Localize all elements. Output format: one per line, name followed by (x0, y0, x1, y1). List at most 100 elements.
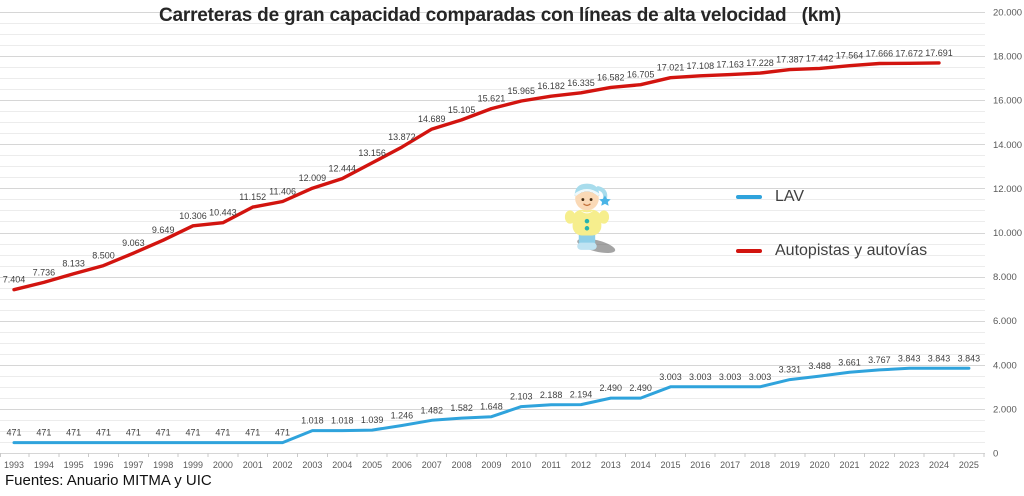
svg-text:4.000: 4.000 (993, 360, 1017, 371)
svg-text:12.000: 12.000 (993, 184, 1022, 195)
svg-text:8.133: 8.133 (62, 259, 85, 269)
svg-text:471: 471 (245, 428, 260, 438)
svg-text:7.736: 7.736 (33, 267, 56, 277)
toy-baby-figurine-image (564, 183, 616, 253)
svg-text:471: 471 (186, 428, 201, 438)
svg-text:17.228: 17.228 (746, 58, 774, 68)
svg-text:7.404: 7.404 (3, 275, 26, 285)
svg-text:17.564: 17.564 (836, 51, 864, 61)
svg-text:2.103: 2.103 (510, 392, 533, 402)
svg-text:18.000: 18.000 (993, 52, 1022, 63)
svg-text:3.843: 3.843 (898, 353, 921, 363)
svg-text:17.672: 17.672 (895, 48, 923, 58)
svg-text:16.182: 16.182 (537, 81, 565, 91)
svg-text:1998: 1998 (153, 460, 173, 470)
legend-label-autopistas: Autopistas y autovías (775, 242, 928, 259)
legend-item-autopistas[interactable]: Autopistas y autovías (736, 242, 927, 260)
svg-text:2.000: 2.000 (993, 404, 1017, 415)
svg-text:8.500: 8.500 (92, 251, 115, 261)
svg-text:2002: 2002 (273, 460, 293, 470)
svg-text:471: 471 (6, 428, 21, 438)
svg-text:10.306: 10.306 (179, 211, 207, 221)
svg-text:14.689: 14.689 (418, 114, 446, 124)
svg-text:2003: 2003 (302, 460, 322, 470)
svg-text:2016: 2016 (690, 460, 710, 470)
svg-text:1.039: 1.039 (361, 415, 384, 425)
svg-text:16.000: 16.000 (993, 96, 1022, 107)
svg-text:16.705: 16.705 (627, 70, 655, 80)
svg-text:2020: 2020 (810, 460, 830, 470)
svg-text:2.188: 2.188 (540, 390, 563, 400)
svg-text:17.691: 17.691 (925, 48, 953, 58)
svg-text:1.482: 1.482 (420, 405, 443, 415)
svg-text:17.666: 17.666 (866, 48, 894, 58)
svg-text:2010: 2010 (511, 460, 531, 470)
svg-text:6.000: 6.000 (993, 316, 1017, 327)
svg-text:3.003: 3.003 (689, 372, 712, 382)
svg-text:471: 471 (66, 428, 81, 438)
svg-text:16.582: 16.582 (597, 72, 625, 82)
svg-text:2014: 2014 (631, 460, 651, 470)
chart-title: Carreteras de gran capacidad comparadas … (159, 5, 841, 26)
svg-text:17.442: 17.442 (806, 53, 834, 63)
svg-text:1995: 1995 (64, 460, 84, 470)
svg-text:15.965: 15.965 (508, 86, 536, 96)
autopistas-line-swatch (736, 249, 762, 253)
svg-text:2011: 2011 (541, 460, 560, 470)
sources-note: Fuentes: Anuario MITMA y UIC (5, 472, 212, 489)
svg-text:10.000: 10.000 (993, 228, 1022, 239)
svg-text:2022: 2022 (869, 460, 889, 470)
svg-text:16.335: 16.335 (567, 78, 595, 88)
svg-text:3.003: 3.003 (749, 372, 772, 382)
svg-text:1.246: 1.246 (391, 411, 414, 421)
svg-text:17.387: 17.387 (776, 55, 804, 65)
svg-text:2.490: 2.490 (629, 383, 652, 393)
svg-text:471: 471 (96, 428, 111, 438)
svg-text:2005: 2005 (362, 460, 382, 470)
svg-text:12.009: 12.009 (299, 173, 327, 183)
svg-text:11.152: 11.152 (239, 192, 266, 202)
svg-text:1.018: 1.018 (301, 416, 324, 426)
svg-text:2.194: 2.194 (570, 390, 593, 400)
svg-text:2021: 2021 (840, 460, 860, 470)
svg-text:2023: 2023 (899, 460, 919, 470)
legend-item-lav[interactable]: LAV (736, 188, 804, 206)
svg-text:2000: 2000 (213, 460, 233, 470)
svg-text:13.156: 13.156 (358, 148, 386, 158)
svg-text:1.648: 1.648 (480, 402, 503, 412)
svg-text:8.000: 8.000 (993, 272, 1017, 283)
svg-text:2019: 2019 (780, 460, 800, 470)
svg-text:17.021: 17.021 (657, 63, 685, 73)
svg-text:14.000: 14.000 (993, 140, 1022, 151)
svg-text:471: 471 (126, 428, 141, 438)
svg-text:2015: 2015 (660, 460, 680, 470)
svg-text:17.108: 17.108 (687, 61, 715, 71)
svg-text:3.767: 3.767 (868, 355, 891, 365)
svg-text:2008: 2008 (452, 460, 472, 470)
svg-text:15.621: 15.621 (478, 94, 506, 104)
svg-text:3.661: 3.661 (838, 357, 861, 367)
svg-text:2006: 2006 (392, 460, 412, 470)
svg-text:11.406: 11.406 (269, 186, 296, 196)
svg-text:0: 0 (993, 449, 998, 460)
svg-text:2012: 2012 (571, 460, 591, 470)
svg-text:1993: 1993 (4, 460, 24, 470)
svg-text:9.649: 9.649 (152, 225, 175, 235)
svg-text:471: 471 (156, 428, 171, 438)
lav-line-swatch (736, 195, 762, 199)
svg-text:3.843: 3.843 (928, 353, 951, 363)
svg-text:471: 471 (36, 428, 51, 438)
svg-text:2001: 2001 (243, 460, 263, 470)
svg-text:3.488: 3.488 (808, 361, 831, 371)
svg-text:17.163: 17.163 (716, 60, 744, 70)
svg-text:1999: 1999 (183, 460, 203, 470)
svg-text:12.444: 12.444 (328, 164, 356, 174)
svg-text:2004: 2004 (332, 460, 352, 470)
svg-text:1994: 1994 (34, 460, 54, 470)
legend-label-lav: LAV (775, 188, 805, 205)
svg-text:2013: 2013 (601, 460, 621, 470)
svg-text:15.105: 15.105 (448, 105, 476, 115)
svg-text:3.003: 3.003 (719, 372, 742, 382)
